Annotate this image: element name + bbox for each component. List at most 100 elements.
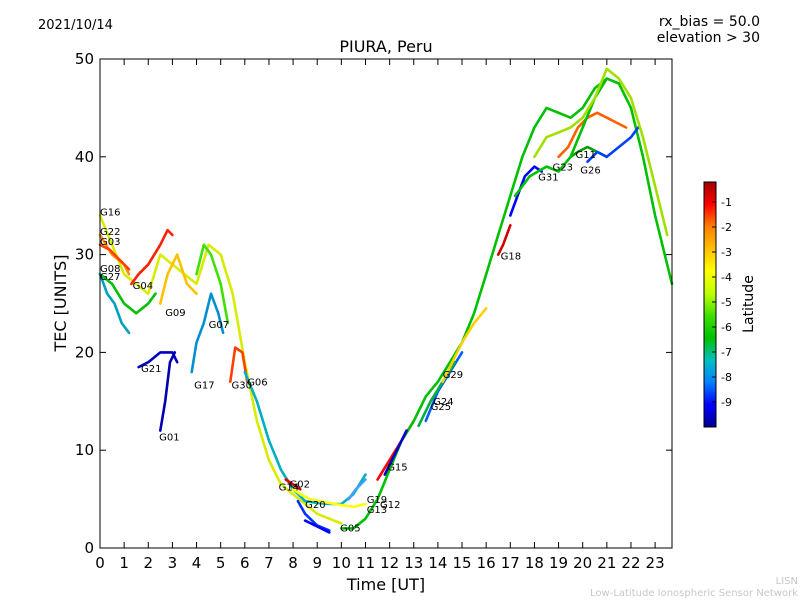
series-line-g29 <box>441 307 488 384</box>
series-line-g16 <box>98 214 343 525</box>
x-tick-label: 0 <box>95 554 105 572</box>
series-line-g31 <box>508 165 544 217</box>
satellite-label-g29: G29 <box>443 370 463 381</box>
satellite-label-g09: G09 <box>165 308 185 319</box>
x-tick-label: 11 <box>356 554 375 572</box>
satellite-label-g08: G08 <box>100 264 120 275</box>
satellite-label-g23: G23 <box>553 163 573 174</box>
satellite-label-g07: G07 <box>209 320 229 331</box>
colorbar-label: Latitude <box>741 275 757 333</box>
satellite-label-g02: G02 <box>290 479 310 490</box>
x-tick-label: 10 <box>332 554 351 572</box>
y-tick-label: 0 <box>84 539 94 557</box>
x-tick-label: 21 <box>597 554 616 572</box>
series-line-g32 <box>533 67 669 237</box>
colorbar-tick-label: -3 <box>721 246 732 259</box>
satellite-label-g12: G12 <box>380 500 400 511</box>
series-line-g08 <box>98 272 157 315</box>
footer-short-label: LISN <box>775 576 798 587</box>
x-tick-label: 9 <box>312 554 322 572</box>
x-tick-label: 20 <box>573 554 592 572</box>
satellite-label-g21: G21 <box>141 364 161 375</box>
series-line-g26 <box>586 126 640 163</box>
series-line-g06 <box>243 370 367 506</box>
y-axis-label: TEC [UNITS] <box>51 255 70 353</box>
x-tick-label: 23 <box>646 554 665 572</box>
satellite-label-g17: G17 <box>194 381 214 392</box>
series-line-g15 <box>383 429 408 476</box>
colorbar-gradient <box>703 181 717 428</box>
satellite-label-g19: G19 <box>367 495 387 506</box>
colorbar-tick-label: -4 <box>721 271 732 284</box>
y-tick-label: 50 <box>75 50 94 68</box>
x-tick-label: 5 <box>216 554 226 572</box>
series-line-g17 <box>190 292 225 374</box>
date-label: 2021/10/14 <box>38 18 113 33</box>
footer-long-label: Low-Latitude Ionospheric Sensor Network <box>590 588 798 599</box>
chart-title: PIURA, Peru <box>339 37 432 56</box>
satellite-label-g15: G15 <box>387 463 407 474</box>
y-tick-label: 30 <box>75 246 94 264</box>
satellite-label-g20: G20 <box>305 500 325 511</box>
colorbar-tick-label: -8 <box>721 371 732 384</box>
series-line-g10 <box>513 77 609 198</box>
x-tick-label: 3 <box>168 554 178 572</box>
elevation-label: elevation > 30 <box>656 30 760 46</box>
x-tick-label: 1 <box>119 554 129 572</box>
series-line-g14 <box>284 478 302 491</box>
x-tick-label: 22 <box>621 554 640 572</box>
x-tick-label: 17 <box>501 554 520 572</box>
x-tick-label: 6 <box>240 554 250 572</box>
satellite-label-g24: G24 <box>433 397 453 408</box>
series-line-g05 <box>303 519 331 534</box>
satellite-label-g13: G13 <box>367 505 387 516</box>
satellite-label-g18: G18 <box>501 252 521 263</box>
x-tick-label: 18 <box>525 554 544 572</box>
y-tick-label: 10 <box>75 441 94 459</box>
x-tick-label: 7 <box>264 554 274 572</box>
x-tick-label: 4 <box>192 554 202 572</box>
satellite-label-g27: G27 <box>100 272 120 283</box>
satellite-label-g01: G01 <box>159 432 179 443</box>
series-line-g02 <box>291 487 367 509</box>
series-line-g18 <box>496 224 512 256</box>
y-tick-label: 40 <box>75 148 94 166</box>
series-line-g03 <box>98 243 131 271</box>
x-tick-label: 8 <box>288 554 298 572</box>
series-line-g01 <box>159 351 177 432</box>
colorbar-tick-label: -2 <box>721 221 732 234</box>
x-tick-label: 16 <box>477 554 496 572</box>
colorbar: -9 -8 -7 -6 -5 -4 -3 -2 -1 <box>703 181 732 428</box>
series-line-g09 <box>159 253 198 305</box>
series-line-g19 <box>347 478 367 501</box>
satellite-label-g30: G30 <box>232 381 252 392</box>
x-tick-label: 19 <box>549 554 568 572</box>
satellite-label-g16: G16 <box>100 208 120 219</box>
colorbar-tick-label: -6 <box>721 321 732 334</box>
satellite-label-g04: G04 <box>133 281 153 292</box>
colorbar-tick-label: -9 <box>721 396 732 409</box>
x-tick-label: 13 <box>404 554 423 572</box>
satellite-label-g14: G14 <box>279 482 299 493</box>
satellite-label-g06: G06 <box>247 378 267 389</box>
series-line-g30 <box>229 346 249 384</box>
x-tick-label: 12 <box>380 554 399 572</box>
colorbar-tick-label: -1 <box>721 196 732 209</box>
satellite-label-g22: G22 <box>100 227 120 238</box>
series-line-g20 <box>296 499 331 532</box>
satellite-label-g31: G31 <box>538 172 558 183</box>
y-tick-label: 20 <box>75 343 94 361</box>
rx-bias-label: rx_bias = 50.0 <box>658 14 760 30</box>
colorbar-tick-label: -5 <box>721 296 732 309</box>
x-tick-label: 14 <box>428 554 447 572</box>
x-axis-label: Time [UT] <box>346 575 425 594</box>
satellite-label-g25: G25 <box>431 402 451 413</box>
plot-frame <box>99 58 673 549</box>
satellite-label-g26: G26 <box>580 165 600 176</box>
series-line-g07 <box>195 243 230 325</box>
x-tick-label: 15 <box>452 554 471 572</box>
colorbar-tick-label: -7 <box>721 346 732 359</box>
series-line-g23 <box>557 111 628 159</box>
